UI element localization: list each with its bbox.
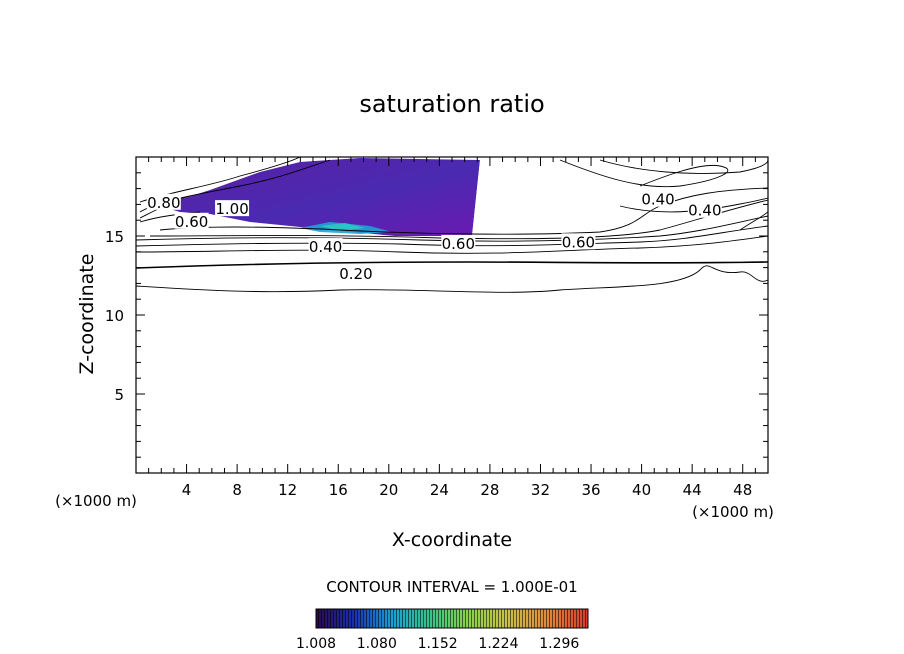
x-tick-label: 40	[632, 481, 651, 499]
x-tick-label: 44	[683, 481, 702, 499]
contour-label: 0.20	[339, 265, 372, 283]
colorbar-tick-label: 1.008	[296, 636, 336, 652]
y-axis: 5 10 15	[105, 172, 768, 458]
colorbar-tick-label: 1.296	[539, 636, 579, 652]
contour-label-bg	[174, 212, 209, 229]
contour-label: 0.80	[147, 194, 180, 212]
contour-label-bg	[308, 238, 343, 255]
x-tick-label: 12	[278, 481, 297, 499]
y-tick-label: 5	[114, 386, 124, 404]
y-axis-label: Z-coordinate	[76, 254, 98, 375]
x-axis: 4 8 12 16 20 24 28 32 36 40 44 48	[148, 157, 756, 499]
contour-labels: 0.80 1.00 0.60 0.40 0.20 0.60 0.60 0.40 0.40	[146, 190, 722, 283]
contour-label: 0.60	[562, 233, 595, 251]
x-tick-label: 4	[182, 481, 192, 499]
contour-label-bg	[561, 233, 596, 250]
chart-title: saturation ratio	[359, 90, 544, 118]
colorbar-tick-label: 1.224	[478, 636, 518, 652]
contour-label: 0.60	[442, 235, 475, 253]
colorbar-tick-label: 1.080	[357, 636, 397, 652]
contour-label: 0.40	[641, 191, 674, 209]
contour-label: 0.40	[688, 202, 721, 220]
x-axis-label: X-coordinate	[392, 529, 512, 551]
y-tick-label: 15	[105, 228, 124, 246]
contour-label: 0.60	[175, 213, 208, 231]
contour-interval-text: CONTOUR INTERVAL = 1.000E-01	[326, 578, 577, 596]
colorbar-ticks: 1.008 1.080 1.152 1.224 1.296	[296, 636, 579, 652]
contour-label-bg	[146, 193, 181, 210]
contour-label-bg	[687, 201, 722, 218]
contour-field	[136, 157, 768, 293]
contour-label-bg	[338, 264, 373, 281]
contour-label: 0.40	[309, 238, 342, 256]
y-tick-label: 10	[105, 307, 124, 325]
contour-label-bg	[215, 200, 250, 217]
colorbar-tick-label: 1.152	[418, 636, 458, 652]
x-tick-label: 32	[531, 481, 550, 499]
x-tick-label: 8	[232, 481, 242, 499]
saturated-region	[160, 158, 480, 236]
x-unit-label: (×1000 m)	[692, 503, 774, 521]
contour-label: 1.00	[215, 200, 248, 218]
y-unit-label: (×1000 m)	[55, 492, 137, 510]
contour-label-bg	[641, 190, 676, 207]
colorbar	[315, 608, 589, 629]
x-tick-label: 24	[430, 481, 449, 499]
x-tick-label: 48	[733, 481, 752, 499]
contour-label-bg	[441, 234, 476, 251]
x-tick-label: 28	[480, 481, 499, 499]
x-tick-label: 16	[329, 481, 348, 499]
x-tick-label: 20	[379, 481, 398, 499]
x-tick-label: 36	[581, 481, 600, 499]
